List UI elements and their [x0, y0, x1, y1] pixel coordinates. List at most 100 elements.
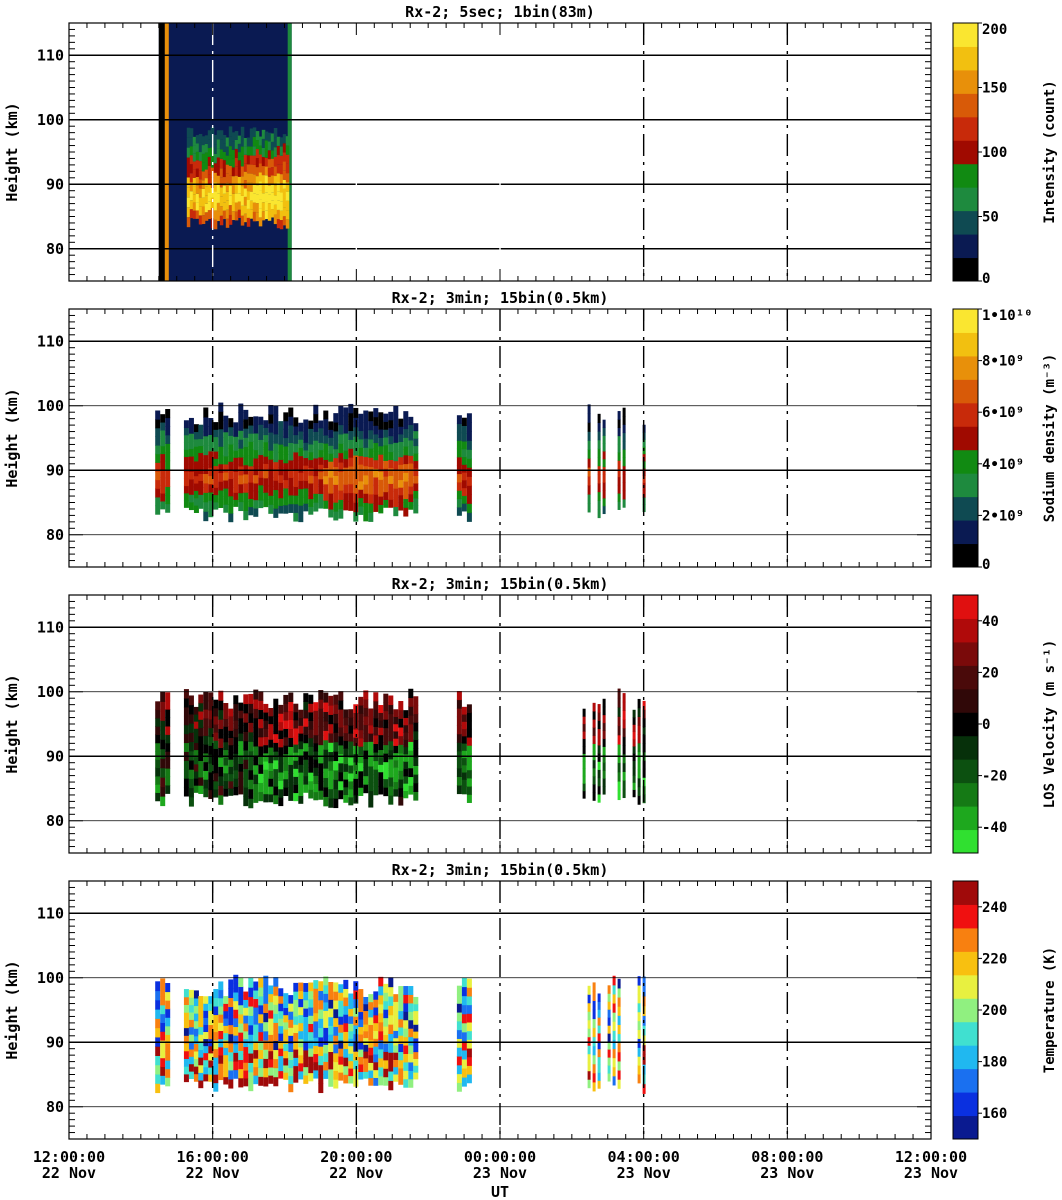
- data-cell: [238, 733, 244, 742]
- data-cell: [188, 1019, 194, 1028]
- data-cell: [160, 437, 166, 447]
- data-cell: [592, 759, 596, 769]
- data-cell: [165, 983, 171, 993]
- data-cell: [283, 1057, 289, 1066]
- data-cell: [193, 490, 199, 499]
- data-cell: [388, 1071, 394, 1081]
- data-cell: [183, 1050, 189, 1059]
- x-tick-time: 04:00:00: [608, 1148, 680, 1166]
- intensity-cell: [258, 199, 263, 209]
- data-cell: [607, 1009, 611, 1018]
- data-cell: [388, 1024, 394, 1035]
- data-cell: [283, 437, 289, 447]
- data-cell: [617, 716, 621, 727]
- data-cell: [413, 497, 419, 506]
- data-cell: [348, 788, 354, 798]
- data-cell: [622, 736, 626, 746]
- data-cell: [165, 1034, 171, 1044]
- colorbar-tick-label: 200: [982, 1003, 1007, 1019]
- data-cell: [160, 786, 166, 797]
- data-cell: [288, 407, 294, 417]
- data-cell: [348, 457, 354, 467]
- data-cell: [268, 747, 274, 756]
- data-cell: [368, 420, 374, 431]
- data-cell: [155, 701, 161, 711]
- data-cell: [155, 1083, 161, 1094]
- colorbar-label: Sodium density (m⁻³): [1042, 354, 1058, 523]
- data-cell: [403, 446, 409, 456]
- data-cell: [288, 719, 294, 729]
- intensity-cell: [195, 185, 200, 194]
- data-cell: [398, 464, 404, 473]
- data-cell: [398, 761, 404, 771]
- data-cell: [637, 1029, 641, 1039]
- data-cell: [602, 435, 606, 444]
- data-cell: [343, 740, 349, 749]
- data-cell: [298, 990, 304, 1000]
- data-cell: [368, 716, 374, 726]
- data-cell: [403, 724, 409, 733]
- data-cell: [373, 743, 379, 753]
- data-cell: [338, 691, 344, 701]
- data-cell: [398, 418, 404, 427]
- data-cell: [612, 1057, 616, 1068]
- data-cell: [223, 1003, 229, 1012]
- data-cell: [313, 1012, 319, 1022]
- data-cell: [243, 419, 249, 429]
- data-cell: [268, 762, 274, 772]
- data-cell: [188, 732, 194, 743]
- data-cell: [263, 1012, 269, 1023]
- data-cell: [338, 1040, 344, 1049]
- data-cell: [278, 444, 284, 453]
- data-cell: [160, 720, 166, 731]
- data-cell: [283, 694, 289, 704]
- data-cell: [238, 717, 244, 726]
- data-cell: [218, 411, 224, 421]
- data-cell: [288, 710, 294, 721]
- data-cell: [165, 1000, 171, 1010]
- intensity-cell: [282, 161, 287, 171]
- data-cell: [368, 749, 374, 759]
- data-cell: [303, 488, 309, 497]
- intensity-cell: [252, 146, 257, 156]
- y-tick-label: 100: [37, 969, 64, 987]
- data-cell: [373, 416, 379, 426]
- data-cell: [378, 994, 384, 1005]
- data-cell: [408, 439, 414, 449]
- data-cell: [278, 451, 284, 460]
- data-cell: [218, 455, 224, 465]
- data-cell: [293, 469, 299, 479]
- data-cell: [288, 1075, 294, 1085]
- data-cell: [388, 443, 394, 453]
- intensity-cell: [228, 214, 233, 225]
- data-cell: [343, 424, 349, 434]
- data-cell: [228, 513, 234, 523]
- data-cell: [338, 424, 344, 435]
- data-cell: [303, 495, 309, 504]
- intensity-cell: [261, 175, 266, 185]
- intensity-cell: [255, 158, 260, 168]
- intensity-cell: [231, 158, 236, 168]
- data-cell: [160, 796, 166, 807]
- data-cell: [617, 501, 621, 510]
- colorbar-label: Temperature (K): [1042, 947, 1058, 1073]
- data-cell: [165, 503, 171, 513]
- data-cell: [403, 761, 409, 770]
- data-cell: [228, 1078, 234, 1089]
- data-cell: [193, 1028, 199, 1037]
- data-cell: [278, 421, 284, 430]
- data-cell: [466, 1048, 472, 1058]
- data-cell: [313, 1020, 319, 1030]
- data-cell: [233, 1009, 239, 1019]
- data-cell: [358, 721, 364, 731]
- data-cell: [413, 468, 419, 477]
- data-cell: [333, 430, 339, 441]
- data-cell: [328, 742, 334, 753]
- data-cell: [198, 1064, 204, 1073]
- data-cell: [343, 717, 349, 726]
- data-cell: [582, 708, 586, 717]
- data-cell: [378, 1075, 384, 1086]
- data-cell: [208, 754, 214, 764]
- data-cell: [155, 479, 161, 489]
- data-cell: [637, 786, 641, 796]
